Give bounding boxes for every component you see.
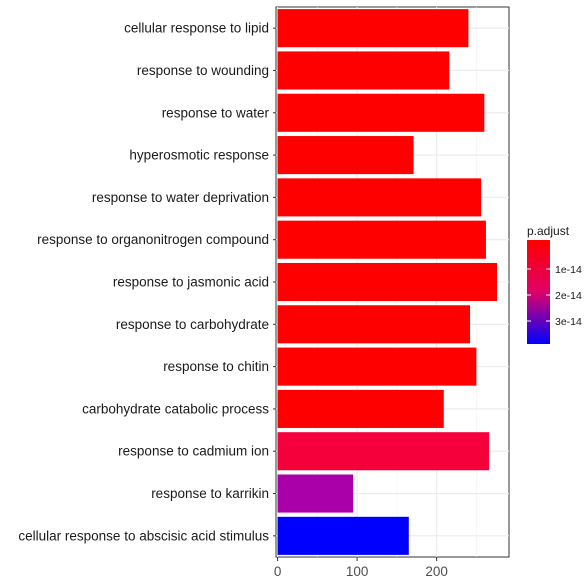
bar bbox=[277, 305, 471, 344]
bar bbox=[277, 474, 354, 513]
x-tick-label: 0 bbox=[274, 564, 282, 579]
category-label: response to water bbox=[162, 105, 270, 120]
category-label: response to water deprivation bbox=[92, 190, 269, 205]
bar bbox=[277, 220, 486, 259]
legend-tick-label: 1e-14 bbox=[555, 264, 582, 276]
category-label: response to organonitrogen compound bbox=[37, 232, 269, 247]
bar bbox=[277, 9, 469, 48]
category-label: response to chitin bbox=[163, 359, 269, 374]
category-label: hyperosmotic response bbox=[129, 148, 269, 163]
category-label: cellular response to abscisic acid stimu… bbox=[18, 528, 269, 543]
category-label: response to cadmium ion bbox=[118, 444, 269, 459]
category-label: response to karrikin bbox=[151, 486, 269, 501]
legend-title: p.adjust bbox=[527, 224, 570, 238]
legend: p.adjust 1e-14 2e-14 3e-14 bbox=[527, 224, 582, 344]
category-label: response to carbohydrate bbox=[116, 317, 269, 332]
bar bbox=[277, 262, 498, 302]
bar bbox=[277, 347, 477, 386]
bars bbox=[277, 9, 498, 555]
bar bbox=[277, 136, 414, 175]
category-label: response to wounding bbox=[137, 63, 269, 78]
legend-colorbar bbox=[527, 240, 550, 344]
bar bbox=[277, 516, 409, 555]
bar bbox=[277, 178, 482, 217]
bar bbox=[277, 93, 485, 132]
category-label: cellular response to lipid bbox=[124, 21, 269, 36]
x-tick-label: 100 bbox=[346, 564, 369, 579]
category-label: response to jasmonic acid bbox=[113, 275, 269, 290]
x-tick-label: 200 bbox=[425, 564, 448, 579]
category-labels: cellular response to lipid response to wo… bbox=[18, 21, 276, 543]
bar bbox=[277, 51, 450, 90]
legend-tick-label: 2e-14 bbox=[555, 290, 582, 302]
legend-tick-label: 3e-14 bbox=[555, 316, 582, 328]
category-label: carbohydrate catabolic process bbox=[82, 401, 269, 416]
bar bbox=[277, 389, 444, 428]
bar bbox=[277, 432, 490, 471]
x-axis-ticks: 0 100 200 bbox=[274, 557, 448, 579]
